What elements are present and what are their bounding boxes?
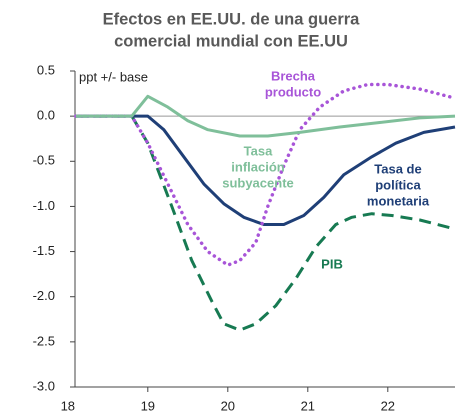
series-line [75, 94, 456, 138]
series-line [75, 114, 456, 332]
series-label: monetaria [367, 193, 430, 208]
series-label: política [375, 177, 421, 192]
y-tick-label: -0.5 [33, 153, 55, 168]
series-label: producto [265, 84, 321, 99]
y-tick-label: 0.5 [37, 62, 55, 77]
x-tick-label: 19 [141, 398, 155, 413]
y-tick-label: 0.0 [37, 108, 55, 123]
series-label: subyacente [222, 175, 294, 190]
y-tick-label: -1.0 [33, 198, 55, 213]
annotation: ppt +/- base [79, 69, 148, 84]
series-label: PIB [321, 256, 343, 271]
x-tick-label: 18 [61, 398, 75, 413]
y-tick-label: -1.5 [33, 243, 55, 258]
y-tick-label: -2.5 [33, 333, 55, 348]
series-label: Tasa [244, 143, 273, 158]
series-line [74, 82, 457, 267]
x-tick-label: 21 [301, 398, 315, 413]
y-tick-label: -3.0 [33, 378, 55, 393]
series-label: Tasa de [374, 161, 421, 176]
series-label: Brecha [271, 68, 316, 83]
y-tick-label: -2.0 [33, 288, 55, 303]
chart-title: Efectos en EE.UU. de una guerra [103, 10, 361, 28]
x-tick-label: 22 [381, 398, 395, 413]
series-label: inflación [231, 159, 285, 174]
x-tick-label: 20 [221, 398, 235, 413]
series-line [75, 114, 456, 226]
chart-title: comercial mundial con EE.UU [114, 32, 348, 50]
